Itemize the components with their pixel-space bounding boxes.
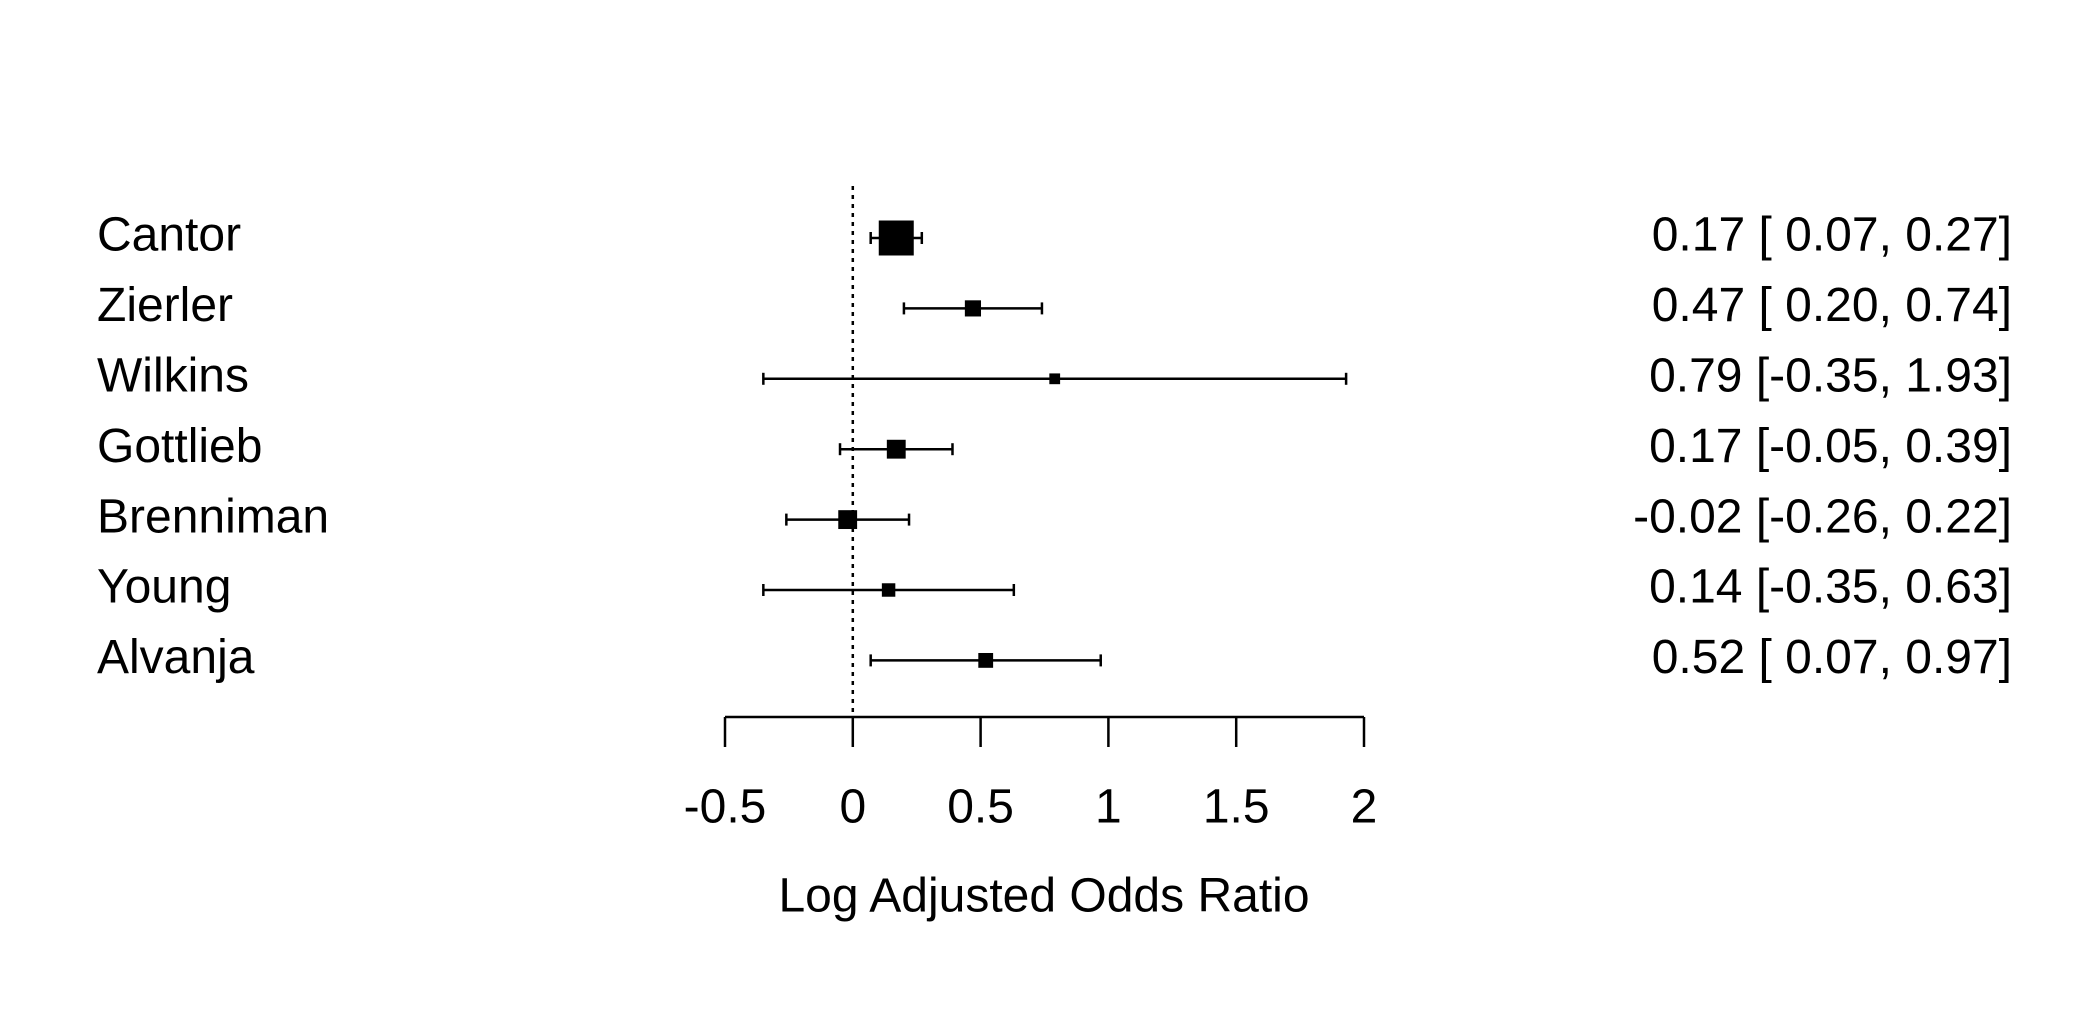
study-label: Alvanja (97, 631, 255, 684)
x-axis-title: Log Adjusted Odds Ratio (778, 870, 1309, 923)
estimate-label: 0.14 [-0.35, 0.63] (1649, 561, 2012, 614)
x-tick-label: 0 (839, 781, 866, 834)
estimate-box (1049, 373, 1061, 385)
study-label: Young (97, 561, 231, 614)
study-label: Gottlieb (97, 420, 262, 473)
x-tick-label: 1.5 (1203, 781, 1270, 834)
estimate-label: -0.02 [-0.26, 0.22] (1633, 490, 2012, 543)
estimate-label: 0.47 [ 0.20, 0.74] (1652, 279, 2012, 332)
study-label: Cantor (97, 209, 241, 262)
estimate-label: 0.52 [ 0.07, 0.97] (1652, 631, 2012, 684)
estimate-label: 0.17 [-0.05, 0.39] (1649, 420, 2012, 473)
x-tick-label: 2 (1351, 781, 1378, 834)
estimate-box (878, 220, 914, 256)
study-label: Zierler (97, 279, 233, 332)
estimate-label: 0.17 [ 0.07, 0.27] (1652, 209, 2012, 262)
estimate-box (978, 652, 994, 668)
estimate-label: 0.79 [-0.35, 1.93] (1649, 349, 2012, 402)
estimate-box (964, 300, 982, 317)
x-tick-label: 0.5 (947, 781, 1014, 834)
estimate-box (838, 510, 858, 530)
x-tick-label: 1 (1095, 781, 1122, 834)
x-tick-label: -0.5 (684, 781, 767, 834)
estimate-box (886, 439, 906, 459)
estimate-box (881, 583, 896, 597)
study-label: Wilkins (97, 349, 249, 402)
study-label: Brenniman (97, 490, 329, 543)
